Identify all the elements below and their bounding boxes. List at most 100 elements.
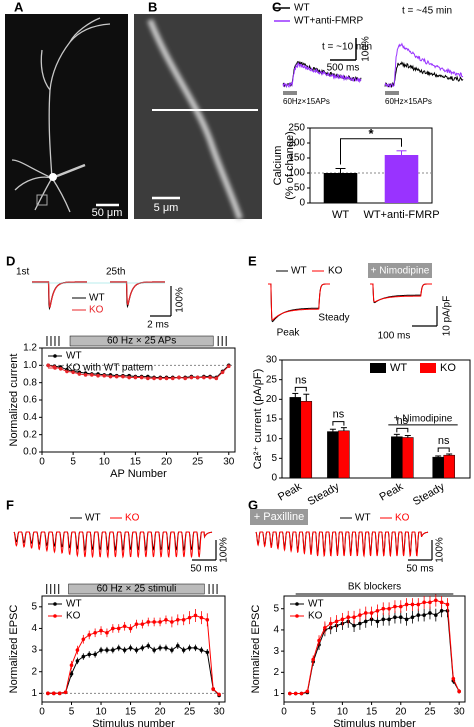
y-tick-label: 4 [273,625,279,636]
legend-marker [53,602,57,606]
data-point [193,613,198,618]
data-point [195,375,200,380]
x-tick-label: 10 [337,707,349,718]
data-point [451,676,456,681]
y-tick-label: 1.0 [23,360,37,371]
scale-label: 100 ms [378,331,411,342]
legend-marker [53,354,57,358]
dendrite [147,18,243,220]
data-point [183,376,187,381]
data-point [111,648,115,652]
data-point [128,646,133,650]
data-point [305,689,310,694]
data-point [214,376,219,381]
x-tick-label: 15 [125,707,137,718]
ns-bracket [396,427,409,433]
y-tick-label: 3 [273,646,279,657]
data-point [311,657,315,662]
data-point [99,628,103,633]
y-axis-label: Normalized current [8,354,20,447]
x-axis-label: AP Number [110,468,167,480]
bar [402,437,414,479]
data-point [369,611,374,615]
annotation: Peak [277,328,301,339]
annotation: t = ~45 min [402,6,452,17]
series-line [47,645,220,696]
y-tick-label: 200 [288,138,305,149]
significance-bracket [340,138,402,165]
stimulus-bar [385,91,399,95]
scale-label: 100% [219,537,230,563]
y-axis-label: Normalized EPSC [8,605,20,694]
data-point [226,364,231,369]
y-tick-label: 4 [31,623,37,634]
legend-marker [53,614,57,618]
data-point [164,376,169,381]
drug-label: + Paxilline [254,511,304,523]
legend-marker [295,602,299,606]
data-point [133,375,138,380]
bar [289,397,302,479]
data-point [121,374,125,379]
data-point [105,630,109,635]
x-tick-label: Peak [276,480,304,503]
data-point [65,369,69,374]
y-tick-label: 2 [31,666,37,677]
x-tick-label: 25 [424,707,436,718]
legend-label: KO [66,611,81,622]
data-point [211,687,215,691]
y-tick-label: 0 [299,198,305,209]
current-trace [110,281,165,309]
data-point [434,613,438,617]
data-point [175,617,180,622]
data-point [105,648,109,652]
data-point [83,373,88,377]
bar [384,155,419,203]
data-point [116,626,121,631]
data-point [139,375,144,380]
ns-label: ns [295,374,307,386]
legend-label: WT [291,266,307,277]
x-tick-label: 5 [69,707,75,718]
data-point [164,646,168,650]
data-point [410,602,415,607]
scale-label: 500 ms [327,63,360,74]
data-point [358,621,362,626]
x-tick-label: 20 [161,457,173,468]
data-point [422,613,426,617]
current-trace [110,281,165,306]
annotation: 1st [16,267,30,278]
legend-label: KO [395,513,410,524]
x-tick-label: 30 [223,457,235,468]
ns-bracket [437,447,450,453]
legend-label: WT [85,513,101,524]
data-point [152,376,156,381]
x-tick-label: 5 [310,707,316,718]
y-tick-label: 2 [273,667,279,678]
plot-frame [41,595,226,703]
y-tick-label: 30 [266,355,278,366]
ns-bracket [332,421,345,426]
data-point [146,376,150,381]
data-point [352,615,356,619]
data-point [96,373,100,378]
data-point [116,646,121,650]
panel-label: G [248,497,258,512]
data-point [428,611,432,615]
data-point [387,606,391,611]
data-point [46,363,51,368]
scale-label: 2 ms [147,320,169,331]
annotation: t = ~10 min [322,42,372,53]
scale-label: 100% [435,537,446,563]
scale-label: 10 pA/pF [442,296,453,337]
current-trace [32,281,87,309]
annotation: 25th [106,267,125,278]
y-tick-label: 0 [271,473,277,484]
data-point [317,638,321,643]
data-point [93,630,97,635]
data-point [340,617,345,622]
y-tick-label: 1 [273,688,279,699]
x-tick-label: Steady [306,480,342,508]
data-point [63,690,68,695]
